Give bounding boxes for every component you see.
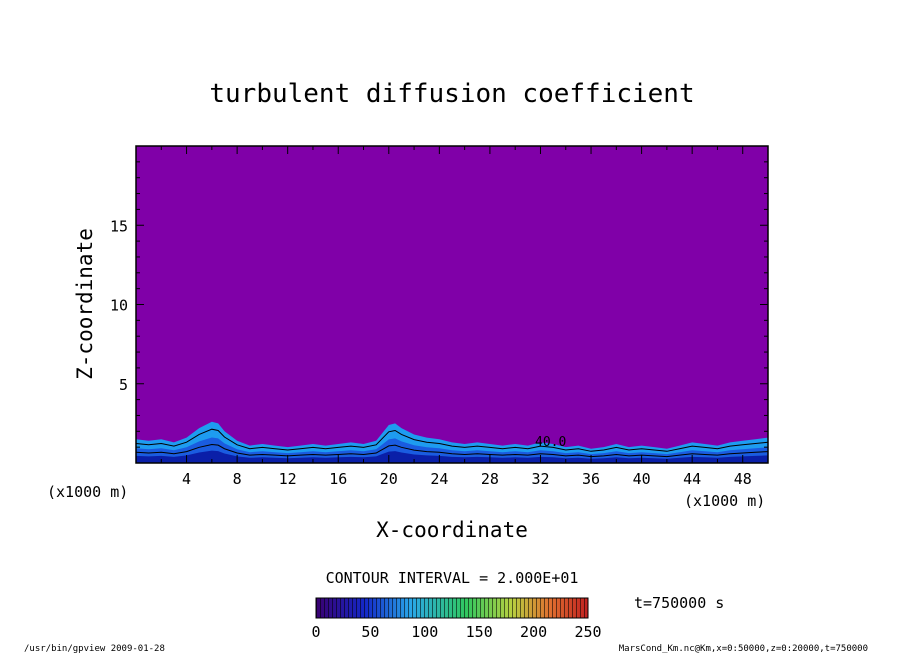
x-tick-label: 48 — [734, 470, 752, 488]
x-tick-label: 8 — [233, 470, 242, 488]
colorbar-tick-label: 200 — [520, 623, 547, 641]
x-tick-label: 24 — [430, 470, 448, 488]
x-tick-label: 12 — [279, 470, 297, 488]
y-axis-label: Z-coordinate — [73, 228, 97, 380]
colorbar-tick-label: 50 — [361, 623, 379, 641]
colorbar: 0 50 100 150 200 250 — [311, 597, 602, 641]
x-tick-label: 40 — [633, 470, 651, 488]
y-axis: 5 10 15 — [110, 161, 768, 448]
contour-interval-text: CONTOUR INTERVAL = 2.000E+01 — [326, 569, 579, 587]
colorbar-tick-label: 0 — [311, 623, 320, 641]
y-tick-label: 5 — [119, 376, 128, 394]
x-tick-label: 28 — [481, 470, 499, 488]
colorbar-frame — [315, 597, 589, 619]
x-unit-left: (x1000 m) — [47, 483, 128, 501]
plot-field — [136, 146, 768, 463]
boundary-layer-inner — [136, 450, 768, 463]
x-tick-label: 4 — [182, 470, 191, 488]
contour-line-outer — [136, 428, 768, 452]
x-unit-right: (x1000 m) — [684, 492, 765, 510]
colorbar-tick-label: 250 — [574, 623, 601, 641]
colorbar-stripes — [316, 598, 588, 618]
y-tick-label: 15 — [110, 217, 128, 235]
diffusion-field-background — [136, 146, 768, 463]
colorbar-tick-label: 100 — [411, 623, 438, 641]
x-tick-label: 36 — [582, 470, 600, 488]
colorbar-tick-label: 150 — [466, 623, 493, 641]
x-axis: 4 8 12 16 20 24 28 32 36 40 44 48 — [160, 146, 752, 488]
x-tick-label: 44 — [683, 470, 701, 488]
time-label: t=750000 s — [634, 594, 724, 612]
contour-label: 40.0 — [535, 435, 566, 450]
x-axis-label: X-coordinate — [376, 518, 528, 542]
footer-source: MarsCond_Km.nc@Km,x=0:50000,z=0:20000,t=… — [619, 644, 868, 654]
x-tick-label: 20 — [380, 470, 398, 488]
y-tick-label: 10 — [110, 297, 128, 315]
footer-program: /usr/bin/gpview 2009-01-28 — [24, 644, 165, 654]
chart-title: turbulent diffusion coefficient — [209, 79, 694, 109]
x-tick-label: 16 — [329, 470, 347, 488]
boundary-layer-middle — [136, 437, 768, 463]
x-tick-label: 32 — [531, 470, 549, 488]
colorbar-ticks: 0 50 100 150 200 250 — [311, 623, 601, 641]
contour-line-inner — [136, 443, 768, 458]
